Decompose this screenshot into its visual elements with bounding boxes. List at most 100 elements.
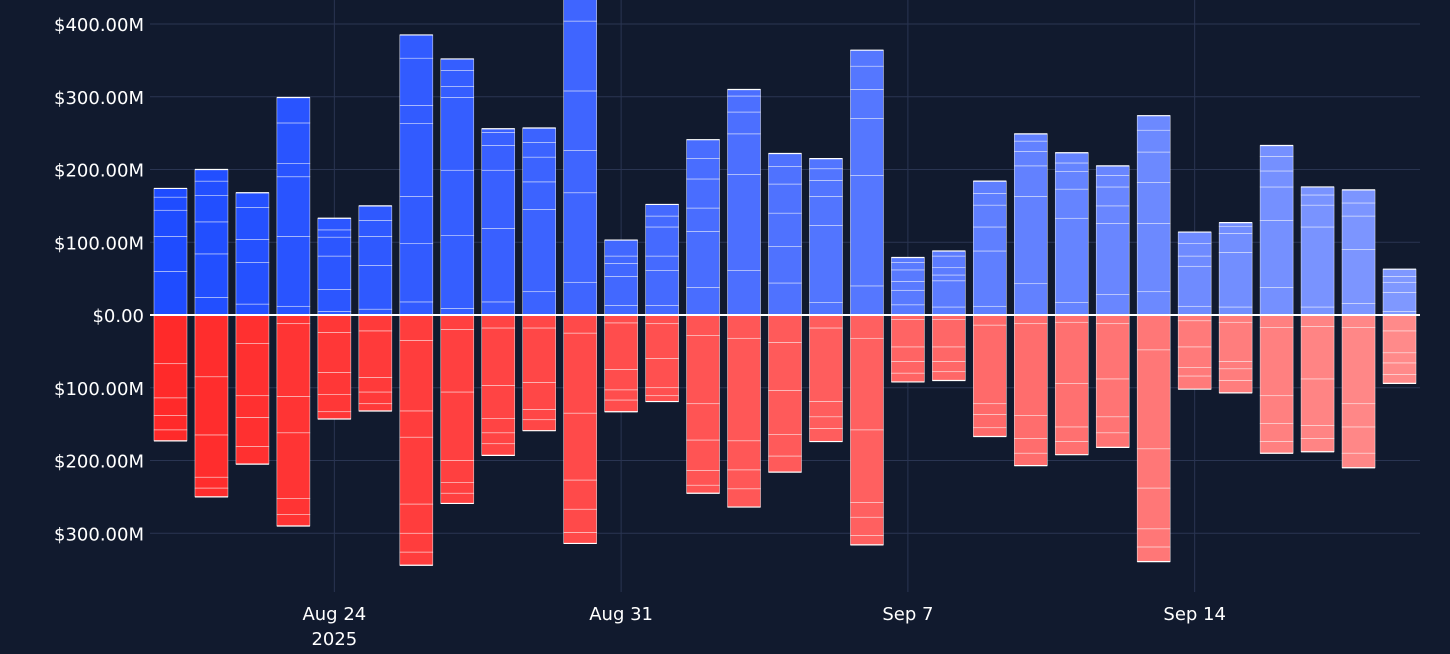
bar-segment-positive[interactable] (1259, 220, 1294, 288)
bar-segment-negative[interactable] (522, 327, 556, 383)
bar-segment-positive[interactable] (727, 174, 761, 271)
bar-segment-positive[interactable] (440, 70, 475, 87)
bar-segment-negative[interactable] (276, 498, 311, 515)
bar-segment-negative[interactable] (563, 412, 597, 481)
bar-segment-negative[interactable] (932, 371, 966, 381)
bar-segment-positive[interactable] (1259, 156, 1294, 172)
bar-segment-negative[interactable] (891, 346, 925, 362)
bar-segment-negative[interactable] (399, 410, 434, 438)
bar-segment-positive[interactable] (1341, 215, 1376, 250)
bar-segment-positive[interactable] (1341, 303, 1376, 316)
bar-segment-negative[interactable] (645, 395, 679, 402)
bar-segment-negative[interactable] (399, 314, 434, 341)
bar-segment-positive[interactable] (645, 226, 679, 257)
bar-segment-positive[interactable] (317, 217, 352, 231)
bar-segment-negative[interactable] (809, 314, 843, 329)
bar-segment-positive[interactable] (809, 225, 843, 303)
bar-segment-positive[interactable] (1136, 115, 1171, 131)
bar-segment-positive[interactable] (891, 281, 925, 291)
bar-segment-positive[interactable] (1259, 287, 1294, 316)
bar-segment-negative[interactable] (317, 411, 352, 420)
bar-segment-negative[interactable] (317, 372, 352, 395)
bar-segment-positive[interactable] (686, 158, 720, 180)
bar-segment-positive[interactable] (153, 196, 188, 211)
bar-segment-negative[interactable] (973, 324, 1007, 405)
bar-segment-positive[interactable] (358, 220, 393, 237)
bar-segment-positive[interactable] (563, 20, 597, 92)
bar-segment-positive[interactable] (563, 150, 597, 194)
bar-segment-positive[interactable] (645, 255, 679, 271)
bar-segment-negative[interactable] (850, 516, 884, 536)
bar-segment-negative[interactable] (1177, 320, 1212, 348)
bar-segment-negative[interactable] (1177, 367, 1212, 377)
bar-segment-negative[interactable] (1341, 327, 1376, 405)
bar-segment-positive[interactable] (727, 95, 761, 113)
bar-segment-negative[interactable] (153, 415, 188, 431)
bar-segment-positive[interactable] (1177, 265, 1212, 307)
bar-segment-positive[interactable] (973, 250, 1007, 307)
bar-segment-negative[interactable] (440, 482, 475, 494)
bar-segment-positive[interactable] (399, 34, 434, 59)
bar-segment-positive[interactable] (1136, 151, 1171, 183)
bar-segment-positive[interactable] (1014, 196, 1048, 285)
bar-segment-negative[interactable] (481, 418, 516, 434)
bar-segment-positive[interactable] (276, 122, 311, 164)
bar-segment-negative[interactable] (768, 314, 802, 343)
bar-segment-positive[interactable] (1095, 294, 1130, 316)
bar-segment-negative[interactable] (1300, 326, 1335, 380)
bar-segment-negative[interactable] (809, 416, 843, 429)
bar-segment-negative[interactable] (563, 508, 597, 533)
bar-segment-positive[interactable] (932, 255, 966, 269)
bar-segment-positive[interactable] (1054, 217, 1089, 303)
bar-segment-negative[interactable] (235, 314, 270, 344)
bar-segment-positive[interactable] (399, 57, 434, 106)
bar-segment-negative[interactable] (1014, 438, 1048, 454)
bar-segment-negative[interactable] (645, 314, 679, 325)
bar-segment-negative[interactable] (891, 361, 925, 374)
bar-segment-negative[interactable] (891, 319, 925, 348)
bar-segment-negative[interactable] (153, 397, 188, 416)
bar-segment-negative[interactable] (1095, 323, 1130, 380)
bar-segment-positive[interactable] (1300, 306, 1335, 316)
bar-segment-positive[interactable] (891, 262, 925, 271)
bar-segment-negative[interactable] (563, 479, 597, 510)
bar-segment-negative[interactable] (809, 401, 843, 418)
bar-segment-negative[interactable] (604, 322, 638, 370)
bar-segment-negative[interactable] (686, 484, 720, 494)
bar-segment-positive[interactable] (1054, 188, 1089, 219)
bar-segment-positive[interactable] (932, 267, 966, 276)
bar-segment-positive[interactable] (932, 280, 966, 308)
bar-segment-negative[interactable] (153, 429, 188, 442)
bar-segment-positive[interactable] (768, 282, 802, 316)
bar-segment-positive[interactable] (645, 215, 679, 228)
bar-segment-negative[interactable] (481, 385, 516, 419)
bar-segment-positive[interactable] (768, 183, 802, 214)
bar-segment-positive[interactable] (1014, 165, 1048, 197)
bar-segment-negative[interactable] (440, 329, 475, 393)
bar-segment-positive[interactable] (1095, 186, 1130, 207)
bar-segment-negative[interactable] (1341, 403, 1376, 428)
bar-segment-negative[interactable] (1341, 426, 1376, 454)
bar-segment-negative[interactable] (973, 314, 1007, 326)
bar-segment-negative[interactable] (276, 314, 311, 325)
bar-segment-negative[interactable] (1054, 321, 1089, 384)
bar-segment-positive[interactable] (399, 123, 434, 197)
bar-segment-positive[interactable] (276, 176, 311, 237)
bar-segment-negative[interactable] (1382, 314, 1417, 332)
bar-segment-negative[interactable] (1218, 314, 1253, 323)
bar-segment-positive[interactable] (1177, 255, 1212, 267)
bar-segment-positive[interactable] (1218, 233, 1253, 253)
bar-segment-negative[interactable] (768, 342, 802, 391)
bar-segment-positive[interactable] (1300, 226, 1335, 308)
bar-segment-negative[interactable] (1382, 374, 1417, 384)
bar-segment-negative[interactable] (932, 346, 966, 362)
bar-segment-negative[interactable] (809, 327, 843, 402)
bar-segment-positive[interactable] (850, 175, 884, 287)
bar-segment-positive[interactable] (686, 178, 720, 209)
bar-segment-negative[interactable] (358, 330, 393, 378)
bar-segment-positive[interactable] (1259, 145, 1294, 157)
bar-segment-negative[interactable] (399, 551, 434, 566)
bar-segment-negative[interactable] (686, 314, 720, 336)
bar-segment-negative[interactable] (973, 414, 1007, 429)
bar-segment-negative[interactable] (276, 432, 311, 499)
